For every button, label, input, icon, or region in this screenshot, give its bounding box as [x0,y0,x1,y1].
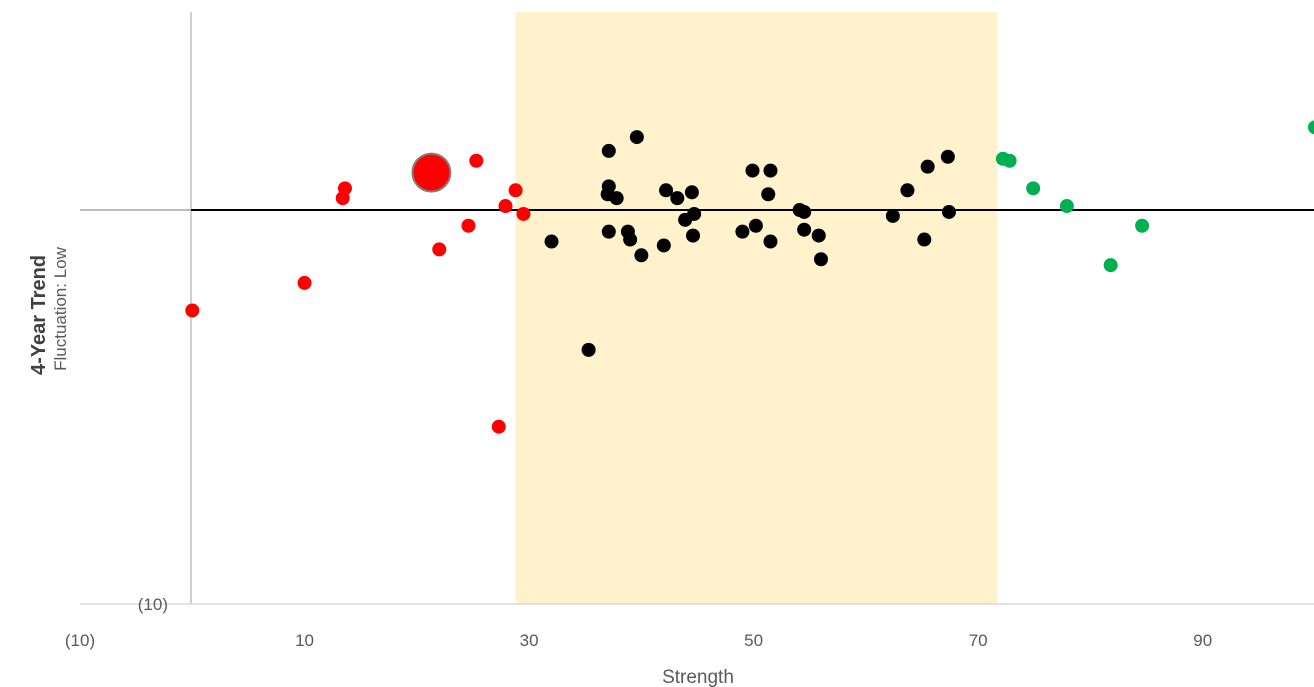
data-point-high [1135,218,1150,233]
data-point-mid [656,238,671,253]
data-point-mid [684,185,699,200]
data-point-low [461,218,476,233]
data-point-mid [761,187,776,202]
data-point-mid [745,163,760,178]
data-point-mid [917,232,932,247]
data-point-low [469,153,484,168]
data-point-mid [763,163,778,178]
x-tick-labels: (10) 10 30 50 70 90 [65,631,1212,650]
data-point-mid [659,183,674,198]
x-tick-label: 50 [744,631,763,650]
data-point-mid [670,191,685,206]
data-point-mid [687,206,702,221]
data-point-mid [601,143,616,158]
y-tick-labels: (10) [138,595,168,614]
y-axis-subtitle: Fluctuation: Low [51,246,70,371]
data-point-low [185,303,200,318]
data-point-low [432,242,447,257]
x-axis-title: Strength [662,667,734,687]
data-point-mid [900,183,915,198]
data-point-low [516,206,531,221]
data-point-mid [601,224,616,239]
data-point-mid [581,342,596,357]
data-point-mid [634,248,649,263]
y-tick-label: (10) [138,595,168,614]
data-point-low [498,199,513,214]
data-point-high [1002,153,1017,168]
highlighted-data-point [411,152,452,193]
x-tick-label: 10 [295,631,314,650]
data-point-mid [814,252,828,267]
data-point-low [337,181,352,196]
y-axis-title: 4-Year Trend [28,255,50,375]
x-tick-label: 90 [1193,631,1212,650]
data-point-mid [735,224,750,239]
data-point-mid [920,159,935,174]
x-tick-label: 30 [520,631,539,650]
x-tick-label: 70 [969,631,988,650]
data-point-mid [797,204,812,219]
data-point-mid [811,228,826,243]
data-point-mid [797,222,812,237]
data-point-mid [686,228,701,243]
data-point-mid [623,232,638,247]
data-point-high [1103,258,1118,273]
data-point-mid [940,149,955,164]
data-point-mid [544,234,559,249]
x-tick-label: (10) [65,631,95,650]
data-points [185,120,1314,434]
data-point-mid [763,234,778,249]
data-point-high [1059,199,1074,214]
data-point-mid [941,204,956,219]
data-point-low [508,183,523,198]
data-point-low [491,419,506,434]
data-point-low [297,275,312,290]
data-point-high [1026,181,1041,196]
data-point-mid [885,208,900,223]
target-band [515,12,998,604]
data-point-mid [629,130,644,145]
data-point-mid [609,191,624,206]
data-point-high [1308,120,1314,135]
data-point-mid [748,218,763,233]
